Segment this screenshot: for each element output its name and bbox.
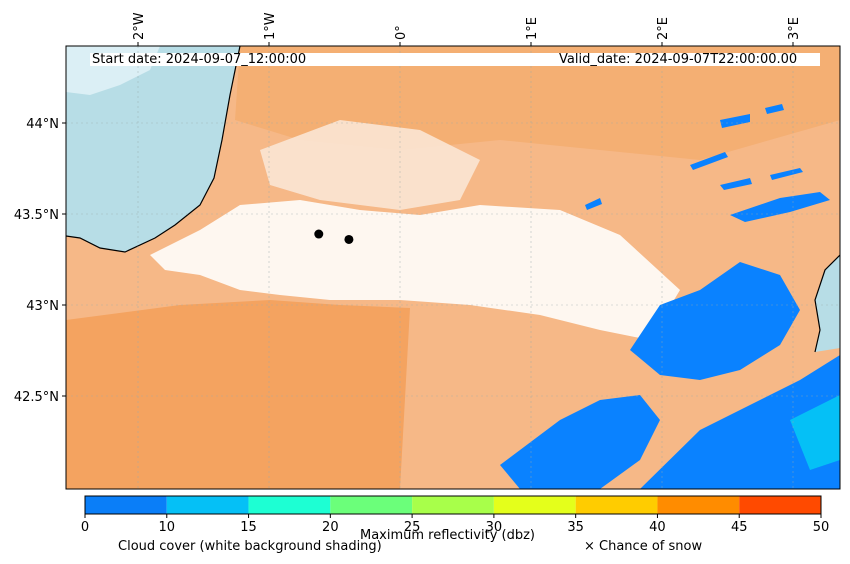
colorbar-tick-label: 25 [403, 520, 421, 535]
colorbar-tick-label: 15 [240, 520, 257, 535]
map-frame [65, 45, 841, 490]
valid-date: Valid_date: 2024-09-07T22:00:00.00 [559, 52, 798, 67]
colorbar-segment [493, 496, 576, 514]
colorbar-tick-label: 35 [567, 520, 584, 535]
colorbar-tick-label: 10 [158, 520, 176, 535]
lat-tick-label: 44°N [26, 117, 59, 132]
station-point [344, 234, 354, 244]
sea-mediterranean [815, 255, 840, 352]
lon-tick-label: 3°E [787, 17, 802, 40]
reflectivity-streak-3 [770, 168, 803, 180]
lon-ticks: 2°W 1°W 0° 1°E 2°E 3°E [132, 12, 802, 46]
colorbar-segment [248, 496, 331, 514]
reflectivity-streak-5 [720, 114, 750, 128]
lon-tick-label: 2°E [656, 17, 671, 40]
sea-bay-of-biscay [66, 46, 240, 252]
colorbar-segment [739, 496, 821, 514]
colorbar-segment [85, 496, 167, 514]
lon-tick-label: 2°W [132, 12, 147, 40]
colorbar-tick-label: 20 [322, 520, 339, 535]
colorbar-segment [575, 496, 658, 514]
lon-tick-label: 1°W [263, 12, 278, 40]
colorbar-title: Maximum reflectivity (dbz) [360, 528, 535, 543]
reflectivity-cell-south [500, 395, 660, 489]
colorbar-segment [412, 496, 494, 514]
snow-label: × Chance of snow [584, 539, 703, 554]
reflectivity-cell-east [630, 262, 800, 380]
colorbar-tick-label: 30 [485, 520, 503, 535]
reflectivity-streak-1 [730, 192, 830, 222]
reflectivity-streak-4 [690, 152, 728, 170]
coastline-atlantic [66, 46, 241, 253]
reflectivity-streak-7 [585, 198, 602, 210]
coastline-mediterranean [814, 254, 840, 353]
date-band [90, 53, 820, 66]
lat-tick-label: 43°N [26, 299, 59, 314]
colorbar-segment [330, 496, 413, 514]
cloud-cover-label: Cloud cover (white background shading) [118, 539, 382, 554]
colorbar-segment [657, 496, 740, 514]
lat-ticks: 44°N 43.5°N 43°N 42.5°N [14, 117, 66, 405]
gridlines [66, 46, 840, 489]
colorbar-tick-label: 50 [812, 520, 830, 535]
reflectivity-streak-6 [765, 104, 784, 114]
colorbar-frame [84, 495, 822, 515]
points-layer [314, 229, 354, 244]
start-date: Start date: 2024-09-07_12:00:00 [92, 52, 307, 67]
lon-tick-label: 1°E [525, 17, 540, 40]
map-area [66, 46, 840, 489]
cloud-dense-southwest [66, 300, 410, 489]
cloud-thin-zone [260, 120, 480, 210]
station-point [314, 229, 324, 239]
reflectivity-cell-cyan [790, 395, 840, 470]
colorbar-tick-label: 0 [80, 520, 90, 535]
reflectivity-streak-2 [720, 178, 752, 190]
reflectivity-cell-southeast [640, 355, 840, 489]
colorbar [84, 495, 822, 518]
colorbar-segment [166, 496, 249, 514]
colorbar-tick-label: 45 [730, 520, 748, 535]
lat-tick-label: 43.5°N [14, 208, 59, 223]
lon-tick-label: 0° [394, 25, 409, 40]
lat-tick-label: 42.5°N [14, 390, 59, 405]
colorbar-tick-label: 40 [649, 520, 666, 535]
